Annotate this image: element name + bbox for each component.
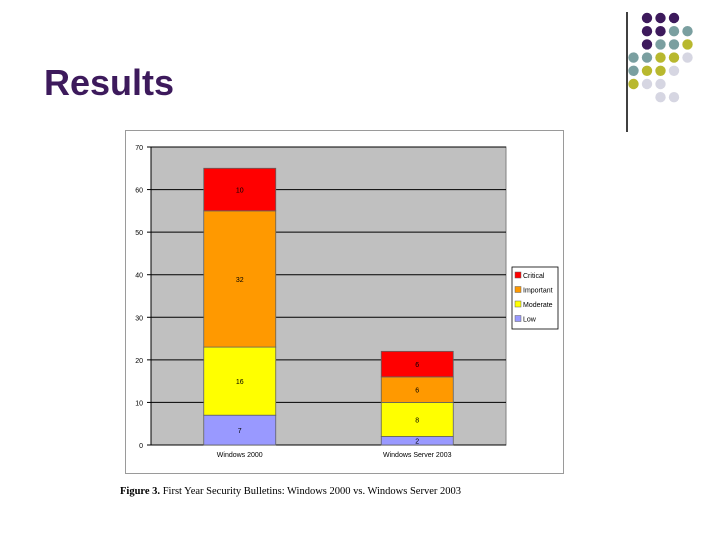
decor-dot <box>655 78 666 90</box>
decor-dot <box>668 65 680 77</box>
data-label: 7 <box>238 428 242 435</box>
bar-segment <box>203 414 277 446</box>
legend-swatch <box>514 300 522 308</box>
bar-segment <box>203 167 277 212</box>
legend-label: Critical <box>523 273 545 280</box>
decorative-dot-grid <box>628 12 693 103</box>
legend-label: Low <box>523 317 537 324</box>
decor-dot <box>641 12 653 24</box>
decor-dot <box>628 65 639 77</box>
decor-dot <box>641 39 653 50</box>
x-tick-label: Windows Server 2003 <box>383 452 452 459</box>
data-label: 16 <box>236 379 244 386</box>
bar-segment <box>380 402 454 437</box>
y-tick-label: 60 <box>135 188 143 195</box>
bar-segment <box>380 350 454 378</box>
x-tick-label: Windows 2000 <box>217 452 263 459</box>
y-tick-label: 40 <box>135 273 143 280</box>
y-tick-label: 50 <box>135 230 143 237</box>
caption-label: Figure 3. <box>120 486 161 497</box>
decor-dot <box>628 78 639 90</box>
data-label: 10 <box>236 188 244 195</box>
y-tick-label: 10 <box>135 400 143 407</box>
decor-dot <box>682 39 693 50</box>
decor-dot <box>682 52 693 63</box>
decor-dot <box>641 65 653 77</box>
chart-frame: 0 10 20 30 40 50 60 70 7 16 32 10 Windows 2000 2 8 6 6 Wi… <box>125 130 564 474</box>
decor-dot <box>641 26 653 37</box>
data-label: 6 <box>415 388 419 395</box>
legend-swatch <box>514 271 522 279</box>
legend-label: Important <box>523 288 553 295</box>
caption-text: First Year Security Bulletins: Windows 2… <box>160 486 461 497</box>
decor-dot <box>641 52 653 63</box>
decor-dot <box>641 78 653 90</box>
decor-dot <box>655 52 666 63</box>
decor-dot <box>668 39 680 50</box>
decor-dot <box>655 92 666 103</box>
decor-dot <box>668 12 680 24</box>
y-tick-label: 20 <box>135 358 143 365</box>
data-label: 2 <box>415 439 419 446</box>
decor-dot <box>668 92 680 103</box>
y-tick-label: 30 <box>135 315 143 322</box>
decor-dot <box>682 26 693 37</box>
decor-dot <box>655 65 666 77</box>
y-tick-label: 0 <box>139 443 143 450</box>
slide-title: Results <box>44 62 175 103</box>
figure-caption: Figure 3. First Year Security Bulletins:… <box>120 486 461 497</box>
legend-swatch <box>514 286 522 293</box>
decor-dot <box>668 26 680 37</box>
stacked-bar-chart: 0 10 20 30 40 50 60 70 7 16 32 10 Windows 2000 2 8 6 6 Wi… <box>135 145 559 459</box>
decor-dot <box>668 52 680 63</box>
decor-dot <box>655 39 666 50</box>
title-divider <box>626 12 628 132</box>
decor-dot <box>628 52 639 63</box>
legend-label: Moderate <box>523 302 553 309</box>
data-label: 6 <box>415 362 419 369</box>
data-label: 8 <box>415 417 419 424</box>
bar-segment <box>203 210 277 348</box>
bar-segment <box>380 376 454 403</box>
decor-dot <box>655 12 666 24</box>
legend-swatch <box>514 315 522 322</box>
data-label: 32 <box>236 277 244 284</box>
y-tick-label: 70 <box>135 145 143 152</box>
decor-dot <box>655 26 666 37</box>
bar-segment <box>203 346 277 416</box>
